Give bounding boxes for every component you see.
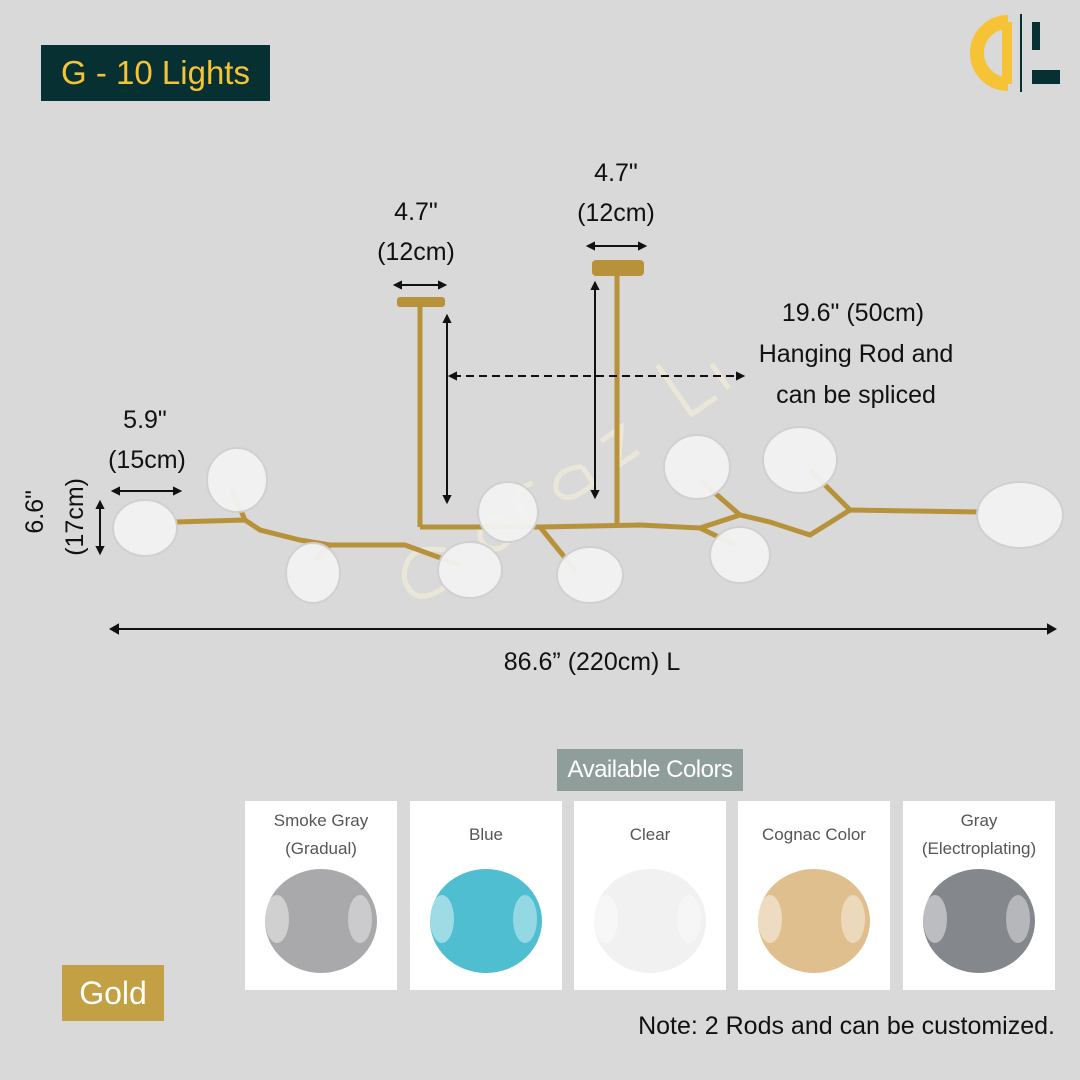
globe-height-cm: (17cm) — [61, 478, 89, 556]
glass-globe-swatch — [923, 869, 1035, 973]
chandelier-diagram — [95, 241, 1064, 635]
product-title: G - 10 Lights — [41, 45, 270, 101]
color-option-name: Cognac Color — [762, 825, 866, 844]
canopy-left-inch: 4.7" — [394, 198, 438, 226]
color-option-label: Smoke Gray (Gradual) — [245, 807, 397, 863]
glass-globe-swatch — [594, 869, 706, 973]
glass-globe-swatch — [758, 869, 870, 973]
color-option-name: Smoke Gray — [273, 811, 369, 830]
rod-length: 19.6" (50cm) — [781, 299, 925, 327]
finish-badge: Gold — [62, 965, 164, 1021]
color-option-subname: (Electroplating) — [921, 839, 1037, 858]
color-option-card: Cognac Color — [738, 801, 890, 990]
canopy-right-cm: (12cm) — [577, 199, 655, 227]
color-option-card: Clear — [574, 801, 726, 990]
color-option-name: Gray — [960, 811, 998, 830]
color-option-card: Smoke Gray (Gradual) — [245, 801, 397, 990]
color-option-card: Gray (Electroplating) — [903, 801, 1055, 990]
color-option-label: Gray (Electroplating) — [903, 807, 1055, 863]
globe-height-inch: 6.6" — [21, 490, 49, 534]
brand-logo — [968, 12, 1063, 94]
glass-globe-swatch — [430, 869, 542, 973]
total-length: 86.6” (220cm) L — [503, 648, 681, 676]
color-option-label: Clear — [574, 807, 726, 863]
color-option-name: Blue — [468, 825, 504, 844]
color-option-label: Cognac Color — [738, 807, 890, 863]
globe-width-cm: (15cm) — [108, 446, 186, 474]
color-option-card: Blue — [410, 801, 562, 990]
color-option-label: Blue — [410, 807, 562, 863]
glass-globe-swatch — [265, 869, 377, 973]
canopy-left-cm: (12cm) — [377, 238, 455, 266]
rod-note-1: Hanging Rod and — [758, 340, 954, 368]
globe-width-inch: 5.9" — [123, 406, 167, 434]
canopy-right-inch: 4.7" — [594, 159, 638, 187]
color-option-name: Clear — [629, 825, 671, 844]
color-option-subname: (Gradual) — [285, 839, 357, 858]
rod-note-2: can be spliced — [776, 381, 936, 409]
customization-note: Note: 2 Rods and can be customized. — [638, 1012, 1055, 1040]
available-colors-heading: Available Colors — [557, 749, 743, 791]
